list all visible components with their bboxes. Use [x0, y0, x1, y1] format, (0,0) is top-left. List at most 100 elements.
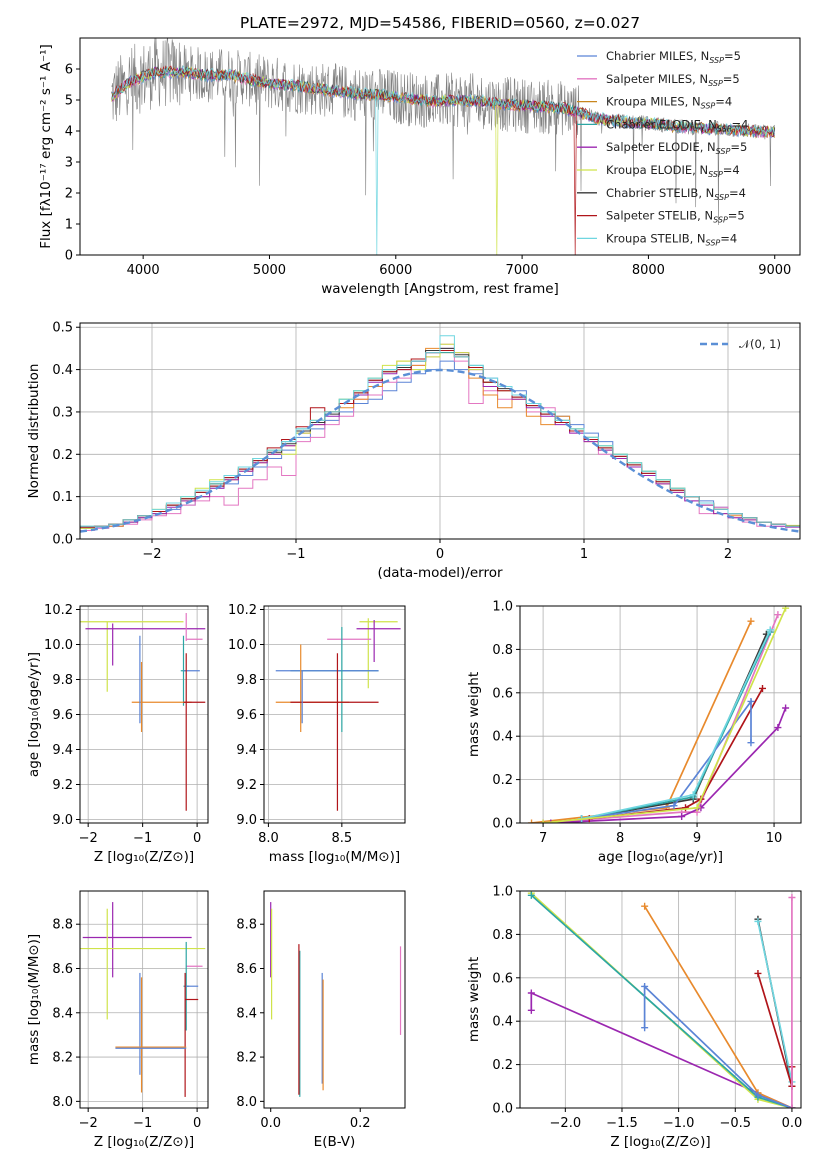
y-axis-label: Flux [fλ10⁻¹⁷ erg cm⁻² s⁻¹ A⁻¹] — [38, 44, 54, 249]
y-tick-label: 0.6 — [492, 686, 513, 701]
y-tick-label: 9.4 — [52, 743, 73, 758]
series-marker — [641, 1024, 649, 1032]
y-tick-label: 0.2 — [492, 1058, 513, 1073]
series-marker — [747, 617, 755, 625]
series-marker — [754, 917, 762, 925]
y-tick-label: 0.3 — [52, 405, 73, 420]
series-marker — [766, 626, 774, 634]
series-marker — [641, 902, 649, 910]
y-tick-label: 0.4 — [492, 1015, 513, 1030]
figure-title: PLATE=2972, MJD=54586, FIBERID=0560, z=0… — [240, 14, 640, 32]
y-tick-label: 1.0 — [492, 885, 513, 900]
x-axis-label: (data-model)/error — [377, 565, 503, 581]
mass-age-panel: 8.0 8.5 9.0 9.2 9.4 9.6 9.8 10.0 10.2 mass [log₁₀… — [228, 603, 406, 865]
x-axis-label: Z [log₁₀(Z/Z⊙)] — [94, 849, 194, 865]
y-tick-label: 0.0 — [492, 1102, 513, 1117]
x-axis-label: Z [log₁₀(Z/Z⊙)] — [610, 1134, 710, 1150]
y-tick-label: 0.0 — [492, 817, 513, 832]
legend: Chabrier MILES, NSSP=5 Salpeter MILES, NS… — [577, 49, 748, 247]
y-tick-label: 10.0 — [228, 638, 257, 653]
mass-weight-series-line — [530, 892, 793, 1108]
y-tick-label: 9.2 — [52, 778, 73, 793]
metallicity-mass-panel: −2 −1 0 8.0 8.2 8.4 8.6 8.8 Z [log₁₀(Z/Z⊙)] mass … — [26, 890, 209, 1150]
ebv-mass-panel: 0.0 0.2 8.0 8.2 8.4 8.6 8.8 E(B-V) — [236, 890, 406, 1150]
spectrum-panel: 4000 5000 6000 7000 8000 9000 0 1 2 3 4 5 6 wavelengt… — [38, 37, 801, 297]
x-tick-label: −2.0 — [550, 1116, 582, 1131]
legend-entry-label: Kroupa ELODIE, NSSP=4 — [606, 163, 740, 179]
grid — [264, 606, 405, 823]
series-marker — [527, 891, 535, 899]
x-tick-label: 10 — [766, 831, 783, 846]
legend-entry-label: Kroupa MILES, NSSP=4 — [606, 95, 732, 111]
axes-frame — [79, 322, 801, 540]
x-axis-label: Z [log₁₀(Z/Z⊙)] — [94, 1134, 194, 1150]
residual-histogram-panel: −2 −1 0 1 2 0.0 0.1 0.2 0.3 0.4 0.5 (data-model)/er… — [26, 321, 801, 581]
series-marker — [670, 802, 678, 810]
axes-frame — [79, 37, 801, 256]
mass-weight-series-line — [643, 984, 793, 1108]
series-marker — [774, 724, 782, 732]
y-tick-label: 10.2 — [228, 603, 257, 618]
y-axis-label: mass weight — [466, 672, 482, 757]
x-tick-label: 5000 — [253, 263, 286, 278]
plot-area — [80, 613, 206, 811]
y-tick-label: 0.2 — [52, 448, 73, 463]
model-series-line — [111, 65, 776, 255]
y-tick-label: 8.6 — [52, 962, 73, 977]
axes-frame — [263, 605, 406, 824]
legend: 𝒩(0, 1) — [700, 337, 781, 351]
gaussian-curve — [80, 368, 800, 533]
legend-entry-label: Salpeter ELODIE, NSSP=5 — [606, 140, 747, 156]
axes-frame — [519, 605, 802, 824]
axes-frame — [263, 890, 406, 1109]
x-tick-label: −0.5 — [719, 1116, 751, 1131]
y-tick-label: 9.8 — [52, 673, 73, 688]
x-tick-label: 2 — [724, 547, 732, 562]
y-tick-label: 4 — [65, 125, 73, 140]
x-tick-label: 0.0 — [782, 1116, 803, 1131]
legend-entry-label: Chabrier MILES, NSSP=5 — [606, 49, 741, 65]
x-tick-label: 8 — [616, 831, 624, 846]
y-tick-label: 2 — [65, 187, 73, 202]
y-axis-label: age [log₁₀(age/yr)] — [26, 652, 42, 777]
series-marker — [527, 989, 535, 997]
histogram-step-line — [80, 335, 800, 527]
legend-entry-label: Salpeter STELIB, NSSP=5 — [606, 209, 745, 225]
series-marker — [754, 1091, 762, 1099]
axes-frame — [519, 890, 802, 1109]
y-tick-label: 8.0 — [52, 1095, 73, 1110]
y-axis-label: Normed distribution — [26, 364, 42, 499]
x-tick-label: 4000 — [127, 263, 160, 278]
series-marker — [759, 684, 767, 692]
mass-weight-series-line — [543, 614, 779, 823]
age-massweight-panel: 7 8 9 10 0.0 0.2 0.4 0.6 0.8 1.0 age [log₁₀(age/yr… — [466, 600, 802, 865]
x-axis-label: age [log₁₀(age/yr)] — [598, 849, 723, 865]
series-marker — [782, 704, 790, 712]
y-tick-label: 0.6 — [492, 971, 513, 986]
y-tick-label: 0.2 — [492, 773, 513, 788]
x-tick-label: 0.0 — [260, 1116, 281, 1131]
x-tick-label: −1 — [286, 547, 305, 562]
x-tick-label: −1 — [133, 831, 152, 846]
x-tick-label: 0 — [193, 1116, 201, 1131]
axes-frame — [79, 605, 209, 824]
series-marker — [788, 894, 796, 902]
x-tick-label: −2 — [79, 831, 98, 846]
metallicity-massweight-panel: −2.0 −1.5 −1.0 −0.5 0.0 0.0 0.2 0.4 0.6 0.8 1.0 Z [… — [466, 885, 802, 1151]
y-tick-label: 9.4 — [236, 743, 257, 758]
series-marker — [747, 697, 755, 705]
y-tick-label: 6 — [65, 63, 73, 78]
plot-area — [80, 335, 800, 533]
series-marker — [539, 819, 547, 823]
series-marker — [547, 819, 555, 823]
y-tick-label: 9.0 — [52, 813, 73, 828]
series-marker — [754, 969, 762, 977]
x-tick-label: 8.0 — [258, 831, 279, 846]
y-tick-label: 8.4 — [236, 1006, 257, 1021]
y-tick-label: 0 — [65, 249, 73, 264]
x-tick-label: 1 — [580, 547, 588, 562]
y-tick-label: 0.4 — [52, 363, 73, 378]
x-tick-label: 6000 — [379, 263, 412, 278]
grid — [520, 605, 801, 824]
